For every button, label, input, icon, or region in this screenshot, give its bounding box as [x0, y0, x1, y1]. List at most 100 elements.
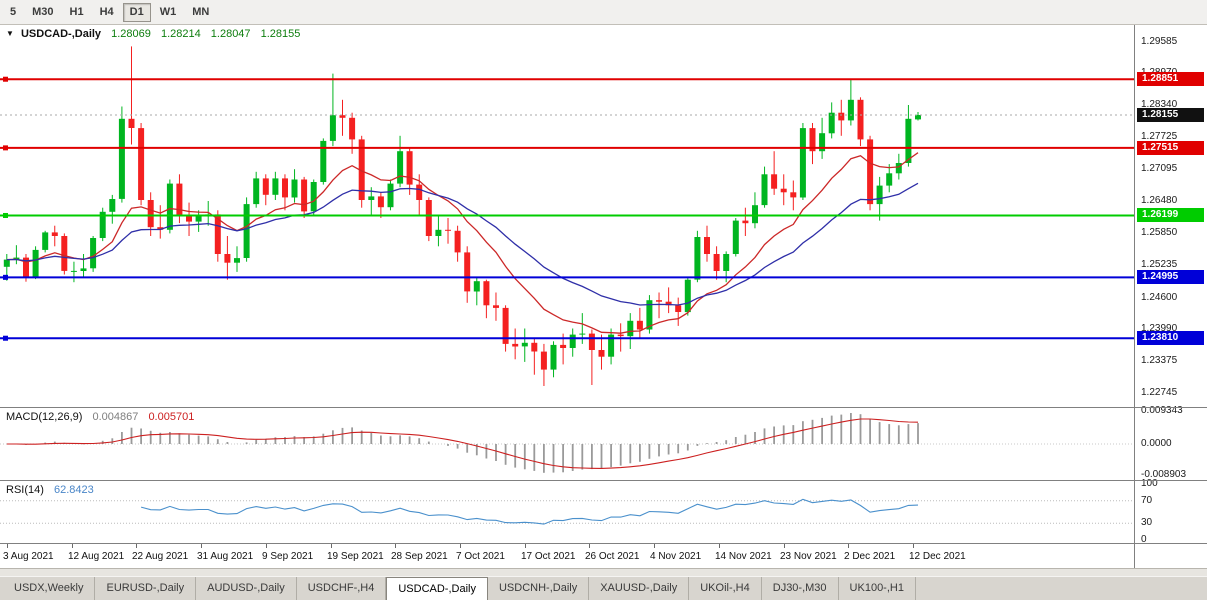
macd-axis-label: -0.008903: [1141, 469, 1187, 481]
chart-tab-usdx-weekly[interactable]: USDX,Weekly: [3, 577, 96, 600]
date-tick-mark: [654, 544, 655, 548]
date-tick-mark: [460, 544, 461, 548]
date-axis-label: 17 Oct 2021: [521, 551, 576, 562]
date-axis-label: 4 Nov 2021: [650, 551, 702, 562]
date-axis-label: 22 Aug 2021: [132, 551, 189, 562]
horizontal-scrollbar[interactable]: [0, 568, 1207, 576]
macd-signal-line: [6, 418, 919, 469]
date-tick-mark: [72, 544, 73, 548]
chart-dropdown-icon[interactable]: ▼: [6, 29, 14, 38]
chart-tab-audusd-daily[interactable]: AUDUSD-,Daily: [196, 577, 297, 600]
timeframe-button-mn[interactable]: MN: [192, 5, 210, 18]
chart-tab-usdchf-h4[interactable]: USDCHF-,H4: [297, 577, 387, 600]
high-value: 1.28214: [160, 28, 201, 40]
level-handle[interactable]: [3, 274, 8, 280]
rsi-axis-label: 70: [1141, 494, 1153, 506]
pane-separator[interactable]: [0, 407, 1207, 408]
price-axis-label: 1.27725: [1141, 131, 1178, 143]
chart-title: ▼ USDCAD-,Daily 1.28069 1.28214 1.28047 …: [6, 28, 300, 40]
chart-tab-usdcnh-daily[interactable]: USDCNH-,Daily: [488, 577, 590, 600]
moving-average-26: [6, 182, 919, 306]
date-axis-label: 23 Nov 2021: [780, 551, 837, 562]
date-tick-mark: [266, 544, 267, 548]
date-axis-label: 19 Sep 2021: [327, 551, 384, 562]
price-axis-label: 1.23375: [1141, 354, 1178, 366]
close-value: 1.28155: [260, 28, 301, 40]
chart-tab-usdcad-daily[interactable]: USDCAD-,Daily: [386, 577, 488, 600]
rsi-pane: RSI(14) 62.8423: [0, 481, 1134, 544]
chart-window: ▼ USDCAD-,Daily 1.28069 1.28214 1.28047 …: [0, 25, 1207, 568]
price-axis-label: 1.29585: [1141, 35, 1178, 47]
macd-signal-value: 0.005701: [148, 411, 195, 423]
chart-tab-bar: USDX,Weekly EURUSD-,Daily AUDUSD-,Daily USD…: [0, 576, 1207, 600]
chart-plot-area: ▼ USDCAD-,Daily 1.28069 1.28214 1.28047 …: [0, 25, 1135, 568]
pane-separator[interactable]: [0, 480, 1207, 481]
rsi-label: RSI(14) 62.8423: [6, 484, 94, 496]
macd-canvas[interactable]: [0, 408, 1134, 480]
level-handle[interactable]: [3, 76, 8, 82]
price-axis-label: 1.27095: [1141, 163, 1178, 175]
date-tick-mark: [7, 544, 8, 548]
macd-axis-label: 0.009343: [1141, 405, 1183, 417]
date-axis-label: 28 Sep 2021: [391, 551, 448, 562]
date-axis-label: 2 Dec 2021: [844, 551, 896, 562]
open-value: 1.28069: [111, 28, 151, 40]
date-tick-mark: [848, 544, 849, 548]
low-value: 1.28047: [210, 28, 251, 40]
timeframe-toolbar: 5 M30 H1 H4 D1 W1 MN: [0, 0, 1207, 25]
price-axis-label: 1.26480: [1141, 195, 1178, 207]
date-tick-mark: [913, 544, 914, 548]
date-tick-mark: [395, 544, 396, 548]
date-axis-label: 31 Aug 2021: [197, 551, 254, 562]
date-tick-mark: [525, 544, 526, 548]
date-axis-label: 9 Sep 2021: [262, 551, 314, 562]
rsi-canvas[interactable]: [0, 481, 1134, 543]
timeframe-button-d1[interactable]: D1: [122, 2, 151, 22]
date-axis-label: 12 Aug 2021: [68, 551, 125, 562]
rsi-axis-label: 0: [1141, 534, 1147, 545]
macd-label: MACD(12,26,9) 0.004867 0.005701: [6, 411, 194, 423]
level-price-tag: 1.26199: [1137, 208, 1204, 223]
date-tick-mark: [331, 544, 332, 548]
price-axis-label: 1.25235: [1141, 259, 1178, 270]
chart-tab-uk100-h1[interactable]: UK100-,H1: [839, 577, 916, 600]
chart-tab-eurusd-daily[interactable]: EURUSD-,Daily: [95, 577, 197, 600]
macd-axis-label: 0.0000: [1141, 438, 1172, 449]
chart-tab-xauusd-daily[interactable]: XAUUSD-,Daily: [589, 577, 690, 600]
date-axis-label: 7 Oct 2021: [456, 551, 505, 562]
pane-separator[interactable]: [0, 543, 1207, 544]
rsi-value: 62.8423: [53, 484, 94, 496]
chart-symbol-label: USDCAD-,Daily: [20, 28, 102, 40]
timeframe-button-h1[interactable]: H1: [69, 5, 84, 18]
price-pane: ▼ USDCAD-,Daily 1.28069 1.28214 1.28047 …: [0, 25, 1134, 408]
price-chart-canvas[interactable]: [0, 25, 1134, 407]
price-axis-label: 1.24600: [1141, 291, 1178, 303]
timeframe-button-group: 5 M30 H1 H4 D1 W1 MN: [2, 2, 217, 22]
price-axis-label: 1.23990: [1141, 322, 1178, 334]
price-axis-label: 1.22745: [1141, 386, 1178, 398]
timeframe-button-m30[interactable]: M30: [32, 5, 54, 18]
date-tick-mark: [136, 544, 137, 548]
date-axis-label: 14 Nov 2021: [715, 551, 772, 562]
date-tick-mark: [201, 544, 202, 548]
chart-tab-ukoil-h4[interactable]: UKOil-,H4: [689, 577, 762, 600]
level-handle[interactable]: [3, 145, 8, 151]
time-axis[interactable]: 3 Aug 2021 12 Aug 2021 22 Aug 2021 31 Aug 2…: [0, 544, 1134, 568]
level-handle[interactable]: [3, 335, 8, 341]
level-price-tag: 1.27515: [1137, 140, 1204, 155]
chart-tab-dj30-m30[interactable]: DJ30-,M30: [762, 577, 839, 600]
timeframe-button-h4[interactable]: H4: [99, 5, 114, 18]
rsi-axis-label: 30: [1141, 517, 1153, 529]
price-axis[interactable]: 1.295851.289701.283401.277251.270951.264…: [1135, 25, 1207, 568]
timeframe-button-5[interactable]: 5: [10, 5, 17, 18]
date-axis-label: 12 Dec 2021: [909, 551, 966, 562]
rsi-line: [140, 498, 919, 525]
macd-name: MACD: [6, 411, 39, 423]
date-axis-label: 3 Aug 2021: [3, 551, 54, 562]
level-handle[interactable]: [3, 212, 8, 218]
date-tick-mark: [784, 544, 785, 548]
timeframe-button-w1[interactable]: W1: [159, 5, 177, 18]
date-axis-label: 26 Oct 2021: [585, 551, 640, 562]
level-price-tag: 1.28851: [1137, 72, 1204, 87]
date-tick-mark: [589, 544, 590, 548]
